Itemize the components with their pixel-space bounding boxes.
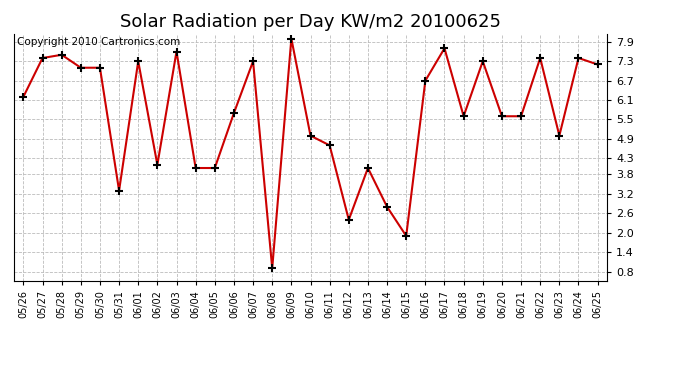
Text: Copyright 2010 Cartronics.com: Copyright 2010 Cartronics.com [17,38,180,48]
Title: Solar Radiation per Day KW/m2 20100625: Solar Radiation per Day KW/m2 20100625 [120,13,501,31]
